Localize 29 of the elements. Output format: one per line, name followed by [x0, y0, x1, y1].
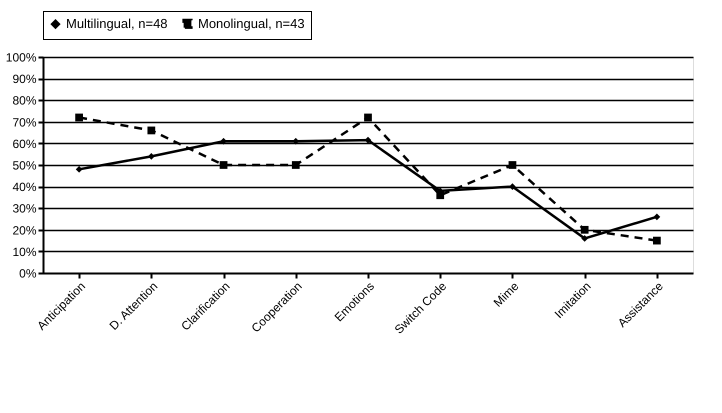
point — [580, 226, 589, 234]
y-tick-label: 50% — [12, 158, 37, 172]
point — [509, 183, 516, 190]
y-tick-label: 0% — [19, 266, 37, 280]
point — [581, 235, 588, 242]
point — [220, 161, 228, 169]
y-tick-label: 100% — [6, 50, 37, 64]
y-tick-label: 40% — [12, 180, 37, 194]
y-tick-label: 20% — [12, 223, 37, 238]
point — [147, 126, 156, 134]
y-tick-label: 90% — [12, 72, 37, 86]
point — [148, 153, 155, 160]
point — [653, 236, 661, 244]
point — [364, 136, 372, 144]
point — [292, 161, 300, 169]
point — [654, 213, 660, 220]
point — [76, 166, 82, 173]
y-tick-label: 30% — [12, 202, 37, 216]
point — [220, 138, 227, 145]
point — [364, 114, 372, 122]
legend-label: Multilingual, n=48 — [66, 16, 168, 32]
legend-label: Monolingual, n=43 — [198, 16, 305, 31]
point — [75, 114, 83, 122]
point — [436, 191, 444, 200]
y-tick-label: 80% — [12, 94, 37, 108]
point — [508, 161, 516, 169]
y-tick-label: 10% — [12, 244, 37, 259]
y-tick-label: 70% — [12, 115, 37, 130]
y-tick-label: 60% — [12, 136, 37, 151]
